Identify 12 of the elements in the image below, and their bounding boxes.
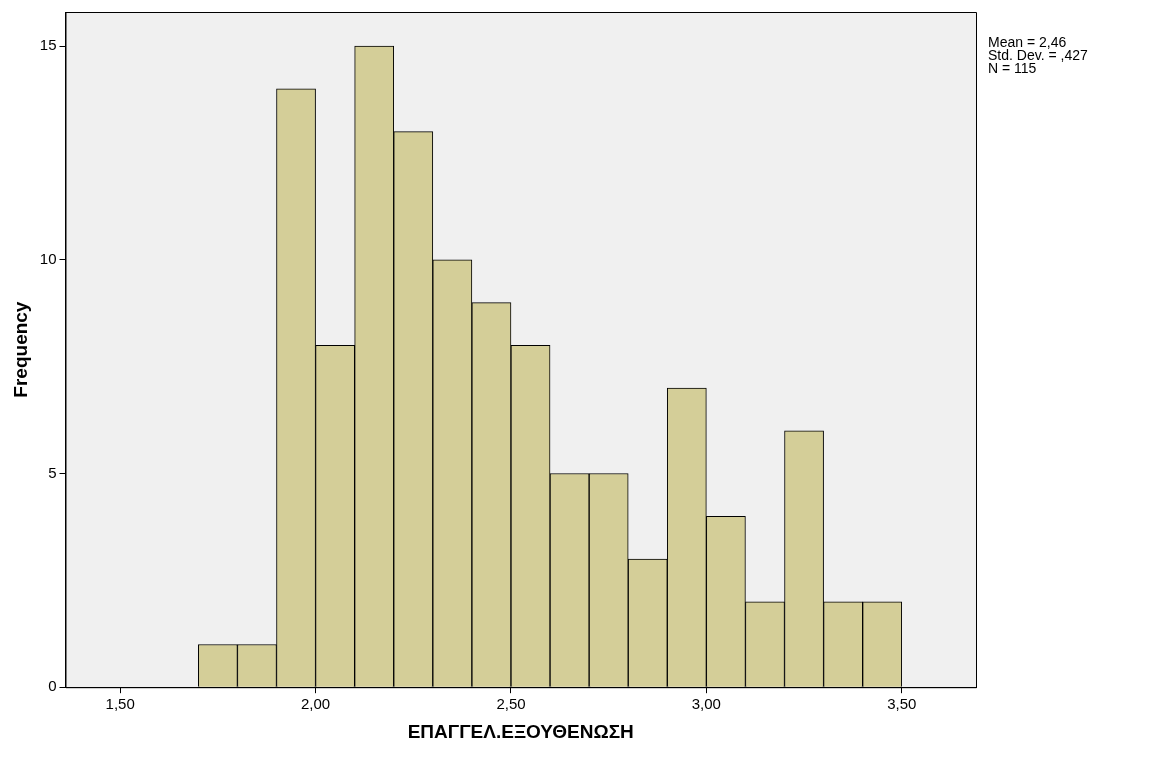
x-axis-title: ΕΠΑΓΓΕΛ.ΕΞΟΥΘΕΝΩΣΗ (407, 720, 634, 742)
y-tick-label: 10 (39, 250, 57, 267)
x-tick-label: 3,50 (887, 695, 917, 713)
text: N = 115 (988, 59, 1037, 76)
y-tick-label: 15 (39, 36, 57, 54)
x-tick-label: 3,00 (691, 695, 721, 713)
x-tick-label: 2,50 (496, 695, 526, 713)
y-tick-label: 0 (48, 677, 57, 695)
x-tick-label: 1,50 (105, 695, 135, 713)
y-tick-label: 5 (48, 463, 57, 481)
y-axis-title: Frequency (9, 301, 31, 398)
x-tick-label: 2,00 (300, 695, 331, 713)
